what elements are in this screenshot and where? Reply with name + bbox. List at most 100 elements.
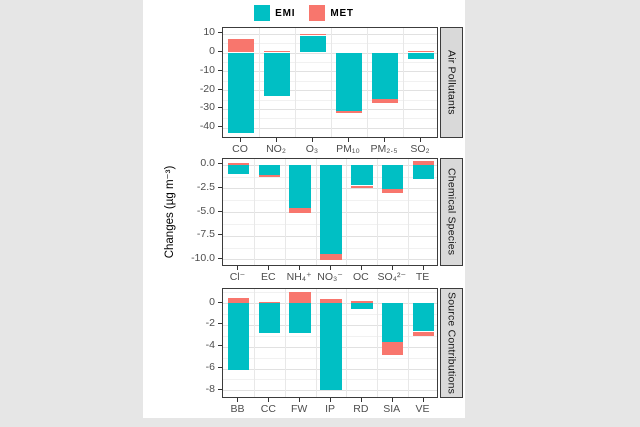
minor-gridline	[223, 292, 437, 294]
y-tick-label: -4	[205, 339, 215, 352]
x-tick-label: SO₂	[410, 143, 430, 155]
y-tick-label: 10	[203, 26, 215, 39]
x-tick-label: OC	[352, 271, 369, 283]
bar-emi-air-pollutants	[408, 52, 434, 60]
vertical-gridline	[408, 159, 410, 265]
vertical-gridline	[346, 159, 348, 265]
bar-emi-source-contributions	[289, 303, 311, 333]
bar-emi-source-contributions	[412, 303, 435, 332]
y-tick-mark	[218, 186, 222, 188]
vertical-gridline	[408, 289, 410, 397]
y-tick-mark	[218, 88, 222, 90]
x-tick-mark	[276, 138, 277, 142]
bar-emi-chemical-species	[412, 164, 435, 179]
x-tick-label: IP	[325, 403, 335, 415]
vertical-gridline	[253, 289, 255, 397]
bar-met-chemical-species	[258, 175, 281, 177]
y-tick-label: 0	[209, 295, 215, 308]
bar-met-chemical-species	[289, 208, 311, 213]
legend-swatch-met	[309, 5, 326, 21]
bar-met-air-pollutants	[336, 110, 362, 113]
x-tick-mark	[312, 138, 313, 142]
major-gridline	[223, 33, 437, 35]
bar-emi-chemical-species	[351, 164, 373, 186]
x-tick-label: SIA	[383, 403, 401, 415]
x-tick-label: NO₂	[266, 143, 286, 155]
legend-label-met: MET	[330, 7, 354, 19]
x-tick-label: EC	[261, 271, 276, 283]
x-tick-label: FW	[290, 403, 308, 415]
x-tick-mark	[237, 398, 239, 402]
bar-emi-source-contributions	[258, 303, 281, 333]
bar-emi-source-contributions	[351, 303, 373, 309]
y-tick-label: -30	[199, 101, 215, 114]
bar-emi-chemical-species	[381, 164, 404, 190]
bar-met-source-contributions	[320, 299, 342, 304]
x-tick-mark	[422, 398, 424, 402]
y-tick-label: -10	[199, 63, 215, 76]
y-tick-label: -10.0	[191, 251, 215, 264]
chart-figure: EMI MET Changes (µg m⁻³) Air Pollutants 1…	[143, 0, 465, 418]
x-tick-label: PM₂.₅	[370, 143, 398, 155]
x-tick-mark	[268, 398, 270, 402]
legend: EMI MET	[143, 3, 465, 23]
x-tick-mark	[360, 398, 362, 402]
y-tick-mark	[218, 345, 222, 347]
y-tick-label: -8	[205, 382, 215, 395]
y-tick-mark	[218, 163, 222, 165]
x-tick-label: CO	[232, 143, 248, 155]
bar-emi-chemical-species	[289, 164, 311, 209]
x-tick-label: CC	[260, 403, 276, 415]
vertical-gridline	[259, 28, 260, 137]
y-tick-mark	[218, 301, 222, 303]
bar-met-chemical-species	[227, 162, 250, 165]
y-tick-mark	[218, 69, 222, 71]
panel-chemical-species	[222, 158, 438, 266]
panel-air-pollutants	[222, 27, 438, 138]
x-tick-label: NO₃⁻	[317, 271, 343, 283]
minor-gridline	[223, 137, 437, 138]
vertical-gridline	[284, 289, 286, 397]
x-tick-mark	[237, 266, 239, 270]
y-tick-mark	[218, 51, 222, 52]
bar-met-source-contributions	[412, 331, 435, 336]
bar-emi-chemical-species	[258, 164, 281, 176]
bar-emi-air-pollutants	[264, 52, 290, 96]
x-tick-label: SO₄²⁻	[377, 271, 406, 283]
x-tick-label: TE	[415, 271, 430, 283]
bar-met-air-pollutants	[300, 33, 326, 36]
legend-swatch-emi	[254, 5, 271, 21]
minor-gridline	[223, 61, 437, 63]
bar-emi-source-contributions	[381, 303, 404, 343]
bar-emi-chemical-species	[320, 164, 342, 254]
minor-gridline	[223, 118, 437, 120]
vertical-gridline	[367, 28, 368, 137]
x-tick-mark	[330, 266, 331, 270]
facet-strip-chemical-species: Chemical Species	[440, 158, 463, 266]
x-tick-label: BB	[230, 403, 245, 415]
legend-item-emi: EMI	[254, 5, 295, 21]
x-tick-mark	[360, 266, 362, 270]
x-tick-mark	[299, 398, 301, 402]
bar-met-chemical-species	[381, 189, 404, 194]
bar-met-air-pollutants	[408, 50, 434, 53]
bar-met-air-pollutants	[372, 98, 398, 104]
legend-label-emi: EMI	[275, 7, 296, 19]
x-tick-label: PM₁₀	[336, 143, 360, 155]
y-tick-label: -40	[199, 120, 215, 133]
bar-met-source-contributions	[351, 301, 373, 304]
y-tick-mark	[218, 367, 222, 368]
major-gridline	[223, 108, 437, 110]
x-tick-label: Cl⁻	[229, 271, 246, 283]
major-gridline	[223, 127, 437, 129]
vertical-gridline	[295, 28, 296, 137]
x-tick-mark	[268, 266, 270, 270]
facet-strip-label: Air Pollutants	[445, 50, 458, 115]
y-tick-label: -7.5	[196, 228, 215, 241]
vertical-gridline	[346, 289, 348, 397]
major-gridline	[223, 52, 437, 54]
x-tick-mark	[299, 266, 301, 270]
y-tick-mark	[218, 32, 222, 34]
vertical-gridline	[377, 289, 379, 397]
major-gridline	[223, 71, 437, 73]
